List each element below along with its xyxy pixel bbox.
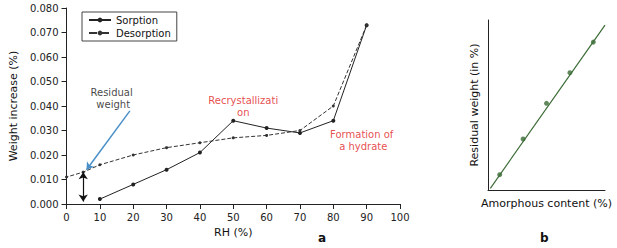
svg-text:0.060: 0.060 [30,52,59,63]
svg-text:0.050: 0.050 [30,76,59,87]
svg-text:Amorphous content (%): Amorphous content (%) [481,197,612,210]
svg-text:a hydrate: a hydrate [339,141,387,152]
svg-text:0.040: 0.040 [30,101,59,112]
svg-text:RH (%): RH (%) [214,226,252,239]
svg-text:b: b [540,231,549,245]
svg-text:weight: weight [96,99,130,110]
svg-text:20: 20 [127,212,140,223]
svg-text:0.070: 0.070 [30,27,59,38]
svg-text:Sorption: Sorption [116,15,158,26]
svg-text:Weight increase (%): Weight increase (%) [7,51,20,162]
svg-text:80: 80 [327,212,340,223]
svg-text:on: on [237,107,249,118]
svg-text:30: 30 [160,212,173,223]
svg-text:0.010: 0.010 [30,174,59,185]
svg-text:60: 60 [260,212,273,223]
svg-text:0.000: 0.000 [30,199,59,210]
svg-text:10: 10 [94,212,107,223]
svg-text:0: 0 [63,212,69,223]
svg-text:70: 70 [294,212,307,223]
svg-text:Formation of: Formation of [330,129,396,140]
svg-text:Residual: Residual [91,87,136,98]
svg-text:40: 40 [194,212,207,223]
svg-text:100: 100 [390,212,409,223]
svg-text:50: 50 [227,212,240,223]
svg-text:Desorption: Desorption [116,28,171,39]
svg-text:Recrystallizati: Recrystallizati [208,95,278,106]
svg-text:a: a [318,231,326,245]
svg-text:0.020: 0.020 [30,150,59,161]
svg-text:0.030: 0.030 [30,125,59,136]
svg-text:0.080: 0.080 [30,3,59,14]
svg-text:90: 90 [360,212,373,223]
svg-text:Residual weight (in %): Residual weight (in %) [468,43,481,166]
